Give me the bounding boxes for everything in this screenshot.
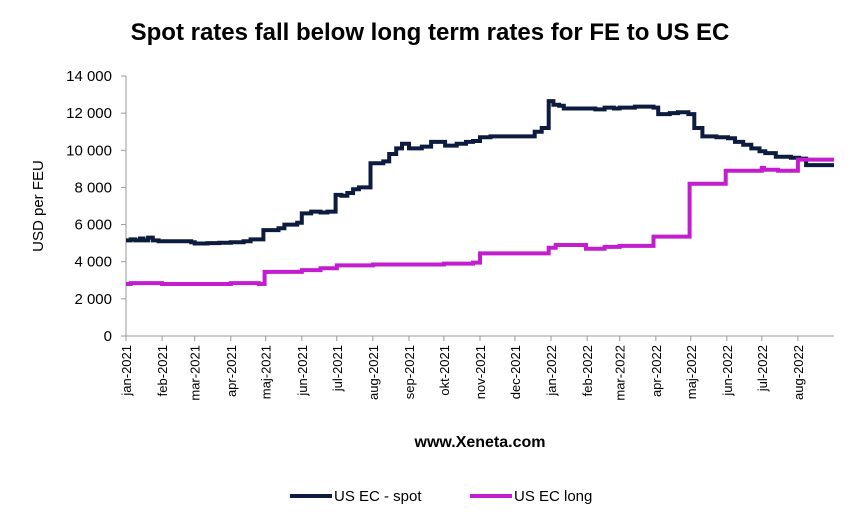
x-tick-label: feb-2021 [155, 345, 170, 396]
x-tick-label: jun-2021 [295, 345, 310, 397]
y-tick-label: 4 000 [74, 254, 112, 271]
legend-label: US EC - spot [334, 488, 422, 505]
y-tick-label: 6 000 [74, 217, 112, 234]
x-tick-label: nov-2021 [473, 345, 488, 399]
series-line-spot [126, 99, 834, 246]
y-tick-label: 14 000 [66, 68, 112, 85]
y-tick-label: 8 000 [74, 179, 112, 196]
x-tick-label: aug-2022 [791, 345, 806, 400]
y-tick-label: 10 000 [66, 142, 112, 159]
x-tick-label: maj-2021 [259, 345, 274, 399]
x-tick-label: mar-2022 [613, 345, 628, 401]
y-tick-label: 12 000 [66, 105, 112, 122]
x-tick-label: mar-2021 [188, 345, 203, 401]
x-tick-label: feb-2022 [580, 345, 595, 396]
y-tick-label: 0 [104, 328, 112, 345]
legend-label: US EC long [514, 488, 592, 505]
x-tick-label: jul-2021 [330, 345, 345, 392]
chart-title: Spot rates fall below long term rates fo… [131, 19, 730, 46]
x-tick-label: jan-2022 [544, 345, 559, 397]
x-axis-label: www.Xeneta.com [414, 434, 546, 451]
x-tick-label: aug-2021 [366, 345, 381, 400]
legend: US EC - spot US EC long [290, 488, 592, 505]
y-axis-label: USD per FEU [30, 160, 47, 252]
x-axis-ticks: jan-2021 feb-2021 mar-2021 apr-2021 maj-2021… [119, 336, 806, 401]
x-tick-label: jul-2022 [755, 345, 770, 392]
x-tick-label: dec-2021 [508, 345, 523, 399]
x-tick-label: jan-2021 [119, 345, 134, 397]
series-line-long [126, 157, 834, 286]
x-tick-label: apr-2022 [649, 345, 664, 397]
series-layer [126, 99, 834, 286]
y-axis-ticks: 0 2 000 4 000 6 000 8 000 10 000 12 000 14 000 [66, 68, 126, 345]
x-tick-label: okt-2021 [437, 345, 452, 396]
x-tick-label: jun-2022 [720, 345, 735, 397]
x-tick-label: apr-2021 [224, 345, 239, 397]
y-tick-label: 2 000 [74, 291, 112, 308]
x-tick-label: maj-2022 [684, 345, 699, 399]
x-tick-label: sep-2021 [402, 345, 417, 399]
